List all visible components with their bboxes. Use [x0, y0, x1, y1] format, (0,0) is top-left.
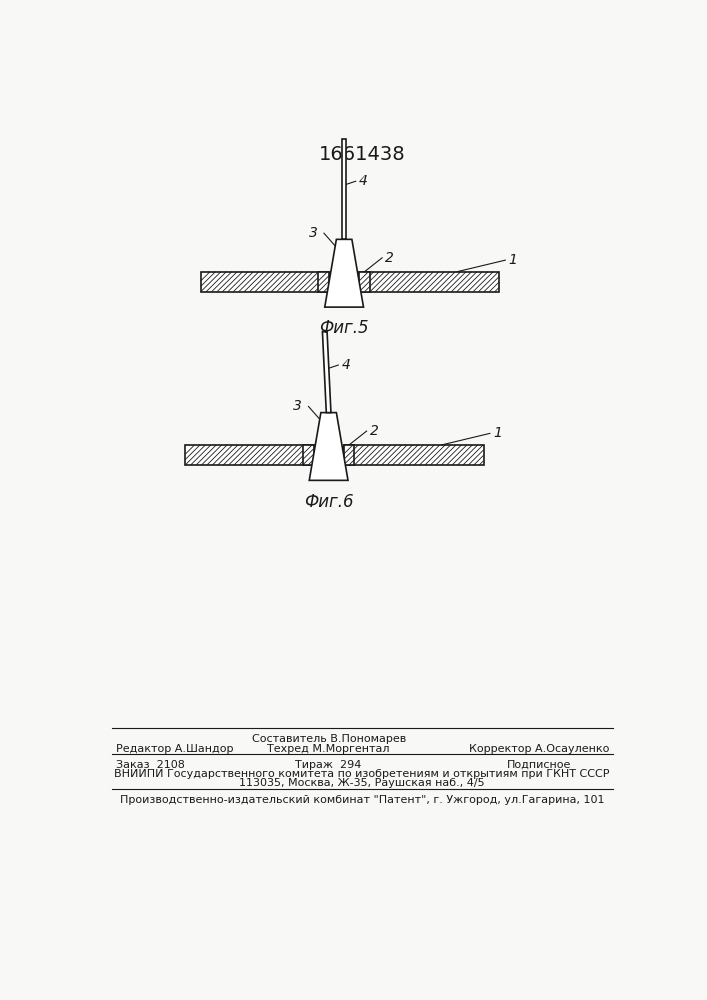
Bar — [344, 445, 484, 465]
Text: 113035, Москва, Ж-35, Раушская наб., 4/5: 113035, Москва, Ж-35, Раушская наб., 4/5 — [239, 778, 485, 788]
Text: 4: 4 — [359, 174, 368, 188]
Bar — [318, 272, 329, 292]
Bar — [359, 272, 370, 292]
Bar — [359, 272, 499, 292]
Text: Корректор А.Осауленко: Корректор А.Осауленко — [469, 744, 609, 754]
Text: 4: 4 — [341, 358, 350, 372]
Text: 2: 2 — [370, 424, 378, 438]
Text: Тираж  294: Тираж 294 — [296, 760, 362, 770]
Text: Редактор А.Шандор: Редактор А.Шандор — [115, 744, 233, 754]
Polygon shape — [309, 413, 348, 480]
Text: 3: 3 — [293, 399, 303, 413]
Text: ВНИИПИ Государственного комитета по изобретениям и открытиям при ГКНТ СССР: ВНИИПИ Государственного комитета по изоб… — [115, 769, 609, 779]
Text: Составитель В.Пономарев: Составитель В.Пономарев — [252, 734, 406, 744]
Polygon shape — [325, 239, 363, 307]
Bar — [303, 445, 314, 465]
Text: Производственно-издательский комбинат "Патент", г. Ужгород, ул.Гагарина, 101: Производственно-издательский комбинат "П… — [119, 795, 604, 805]
Text: 1661438: 1661438 — [319, 145, 405, 164]
Text: 1: 1 — [508, 253, 518, 267]
Bar — [201, 272, 329, 292]
Bar — [344, 445, 354, 465]
Text: Фиг.6: Фиг.6 — [304, 493, 354, 511]
Text: 3: 3 — [309, 226, 317, 240]
Bar — [341, 139, 346, 239]
Text: 1: 1 — [493, 426, 502, 440]
Text: Подписное: Подписное — [507, 760, 571, 770]
Bar — [185, 445, 314, 465]
Polygon shape — [322, 332, 331, 413]
Text: Заказ  2108: Заказ 2108 — [115, 760, 185, 770]
Text: Фиг.5: Фиг.5 — [320, 319, 369, 337]
Text: 2: 2 — [385, 251, 394, 265]
Text: Техред М.Моргентал: Техред М.Моргентал — [267, 744, 390, 754]
